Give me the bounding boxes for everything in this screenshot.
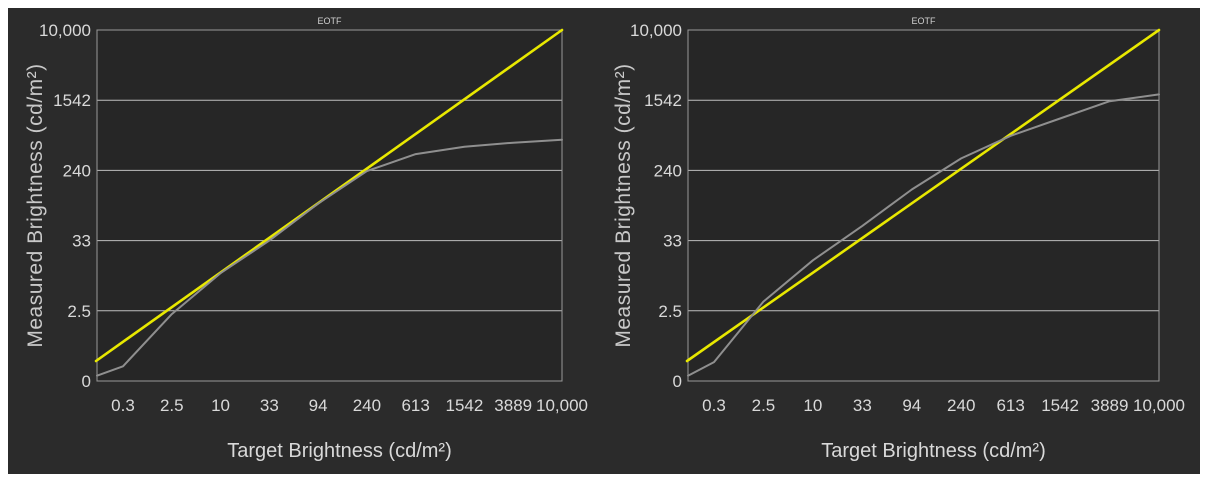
x-tick-label: 10 — [803, 396, 822, 415]
x-tick-label: 33 — [853, 396, 872, 415]
eotf-chart-1: EOTF 0 2.5 33 240 1542 10,000 0.3 2.5 10 33 94 240 61… — [24, 16, 588, 462]
x-tick-label: 3889 — [1091, 396, 1129, 415]
x-tick-label: 94 — [309, 396, 328, 415]
plot-area — [688, 30, 1159, 381]
x-tick-label: 10,000 — [536, 396, 588, 415]
y-tick-label: 2.5 — [658, 302, 682, 321]
x-tick-label: 0.3 — [111, 396, 135, 415]
y-tick-label: 33 — [72, 232, 91, 251]
measured-eotf-line — [96, 138, 563, 377]
x-tick-label: 613 — [401, 396, 429, 415]
plot-frame — [687, 29, 1160, 382]
y-tick-label: 33 — [663, 232, 682, 251]
x-tick-label: 0.3 — [702, 396, 726, 415]
x-axis-title: Target Brightness (cd/m²) — [227, 440, 452, 462]
x-tick-label: 240 — [353, 396, 381, 415]
x-tick-label: 2.5 — [160, 396, 184, 415]
eotf-charts-svg: EOTF 0 2.5 33 240 1542 10,000 0.3 2.5 10 33 94 240 61… — [24, 16, 1185, 462]
chart-title: EOTF — [318, 16, 343, 26]
y-tick-label: 1542 — [53, 91, 91, 110]
x-tick-label: 1542 — [1041, 396, 1079, 415]
eotf-figure: EOTF 0 2.5 33 240 1542 10,000 0.3 2.5 10 33 94 240 61… — [8, 8, 1200, 474]
measured-eotf-line — [687, 93, 1160, 377]
x-tick-label: 2.5 — [752, 396, 776, 415]
x-tick-label: 10 — [211, 396, 230, 415]
y-tick-label: 2.5 — [67, 302, 91, 321]
y-tick-label: 10,000 — [39, 21, 91, 40]
plot-area — [97, 30, 562, 381]
x-tick-label: 1542 — [446, 396, 484, 415]
y-tick-label: 10,000 — [630, 21, 682, 40]
y-axis-title: Measured Brightness (cd/m²) — [24, 63, 47, 347]
x-tick-label: 3889 — [494, 396, 532, 415]
x-tick-label: 94 — [902, 396, 921, 415]
x-tick-label: 613 — [996, 396, 1024, 415]
eotf-chart-2: EOTF 0 2.5 33 240 1542 10,000 0.3 2.5 10 33 94 240 61… — [612, 16, 1185, 462]
x-axis-title: Target Brightness (cd/m²) — [821, 440, 1046, 462]
y-tick-label: 240 — [654, 161, 682, 180]
x-tick-label: 10,000 — [1133, 396, 1185, 415]
plot-frame — [96, 29, 563, 382]
y-tick-label: 0 — [82, 372, 91, 391]
x-tick-label: 240 — [947, 396, 975, 415]
y-tick-label: 1542 — [644, 91, 682, 110]
y-tick-label: 240 — [63, 161, 91, 180]
x-tick-label: 33 — [260, 396, 279, 415]
y-axis-title: Measured Brightness (cd/m²) — [612, 63, 635, 347]
target-eotf-line — [685, 28, 1161, 363]
chart-title: EOTF — [912, 16, 937, 26]
y-tick-label: 0 — [673, 372, 682, 391]
